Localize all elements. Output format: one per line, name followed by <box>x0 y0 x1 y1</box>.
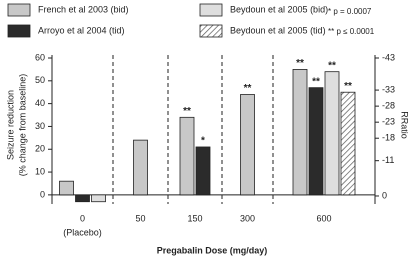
y2-tick-label: -43 <box>382 52 395 62</box>
x-tick-label: 600 <box>316 213 331 223</box>
bar <box>179 116 195 196</box>
x-tick-label: 150 <box>187 213 202 223</box>
bar <box>195 146 211 196</box>
note: ** p ≤ 0.0001 <box>328 27 375 36</box>
legend-swatch <box>199 3 223 17</box>
y2-tick-label: -23 <box>382 117 395 127</box>
y-tick-label: 10 <box>35 166 45 176</box>
legend-swatch <box>7 3 31 17</box>
y-tick-label: 60 <box>35 52 45 62</box>
x-tick-label: 300 <box>240 213 255 223</box>
legend-label: French et al 2003 (bid) <box>38 4 129 14</box>
significance-label: ** <box>296 58 304 69</box>
significance-label: ** <box>183 106 191 117</box>
y2-tick-label: -11 <box>382 155 394 165</box>
bar <box>292 69 308 196</box>
bar <box>133 139 148 196</box>
y-tick-label: 0 <box>40 189 45 199</box>
legend-label: Arroyo et al 2004 (tid) <box>38 25 125 35</box>
bar <box>59 180 74 196</box>
y2-tick-label: 0 <box>382 190 387 200</box>
bar <box>324 71 340 196</box>
y2-tick-label: -18 <box>382 133 395 143</box>
y-tick-label: 40 <box>35 98 45 108</box>
significance-label: ** <box>344 81 352 92</box>
x-tick-label: 0 <box>80 213 85 223</box>
bar <box>91 194 106 203</box>
legend-swatch <box>7 24 31 38</box>
bar <box>240 94 255 196</box>
y2-tick-label: -28 <box>382 101 395 111</box>
y2-axis-title: RRatio <box>400 111 410 139</box>
y-tick-label: 50 <box>35 75 45 85</box>
bar <box>75 194 90 203</box>
significance-label: ** <box>328 60 336 71</box>
y-axis-title: Seizure reduction <box>5 90 15 160</box>
y-tick-label: 30 <box>35 121 45 131</box>
x-tick-label: 50 <box>135 213 145 223</box>
significance-label: ** <box>312 76 320 87</box>
y-axis-title: (% change from baseline) <box>17 74 27 177</box>
legend-label: Beydoun et al 2005 (bid) <box>230 4 328 14</box>
significance-label: * <box>201 136 205 147</box>
bar <box>308 87 324 196</box>
x-tick-note: (Placebo) <box>63 227 102 237</box>
note: * p = 0.0007 <box>328 7 372 16</box>
y2-tick-label: -33 <box>382 84 395 94</box>
legend-label: Beydoun et al 2005 (tid) <box>230 25 326 35</box>
bar <box>340 91 356 196</box>
legend-swatch <box>199 24 223 38</box>
x-axis-title: Pregabalin Dose (mg/day) <box>157 245 268 255</box>
significance-label: ** <box>244 83 252 94</box>
y-tick-label: 20 <box>35 144 45 154</box>
